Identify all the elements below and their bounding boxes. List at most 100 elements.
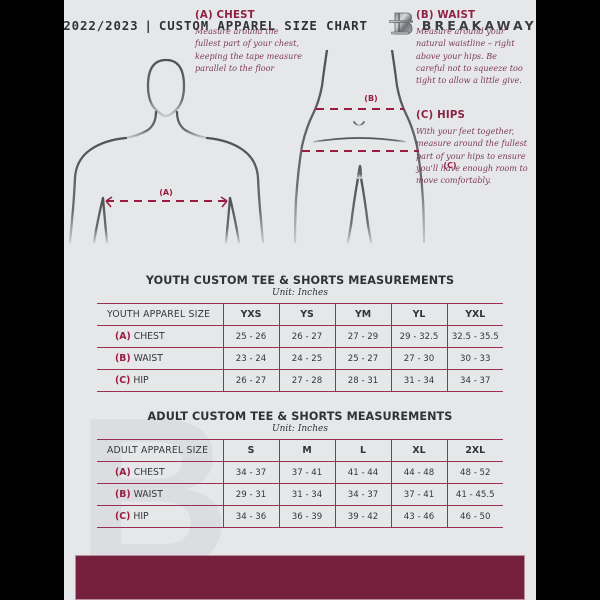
adult-cell: 44 - 48 [390, 461, 447, 484]
callout-hips-heading: (C) HIPS [416, 110, 466, 121]
youth-row-label: (C) HIP [97, 369, 223, 392]
youth-cell: 28 - 31 [334, 369, 391, 392]
adult-table-block: ADULT CUSTOM TEE & SHORTS MEASUREMENTS U… [97, 410, 503, 528]
adult-cell: 41 - 45.5 [446, 483, 503, 506]
adult-cell: 37 - 41 [278, 461, 335, 484]
adult-cell: 29 - 31 [222, 483, 279, 506]
youth-cell: 34 - 37 [446, 369, 503, 392]
youth-table-header-row: YOUTH APPAREL SIZE YXS YS YM YL YXL [97, 303, 503, 326]
adult-cell: 34 - 37 [222, 461, 279, 484]
row-tag: (B) [115, 489, 131, 500]
waist-marker-label: (B) [364, 94, 377, 103]
row-name: WAIST [133, 489, 163, 500]
table-row: (A) CHEST 34 - 37 37 - 41 41 - 44 44 - 48… [97, 461, 503, 484]
table-row: (B) WAIST 23 - 24 24 - 25 25 - 27 27 - 30… [97, 347, 503, 370]
chest-marker-label: (A) [159, 188, 173, 197]
adult-table-header-row: ADULT APPAREL SIZE S M L XL 2XL [97, 439, 503, 462]
adult-row-label: (A) CHEST [97, 461, 223, 484]
row-tag: (C) [115, 511, 131, 522]
adult-cell: 34 - 37 [334, 483, 391, 506]
youth-cell: 27 - 29 [334, 325, 391, 348]
adult-cell: 43 - 46 [390, 505, 447, 528]
youth-size-header: YXL [446, 303, 503, 326]
youth-cell: 24 - 25 [278, 347, 335, 370]
header-title: CUSTOM APPAREL SIZE CHART [158, 17, 368, 33]
callout-hips-body: With your feet together, measure around … [416, 126, 528, 186]
row-name: CHEST [133, 331, 165, 342]
upper-body-torso-icon [68, 58, 265, 244]
youth-cell: 29 - 32.5 [390, 325, 447, 348]
row-tag: (A) [115, 467, 131, 478]
youth-size-header: YM [334, 303, 391, 326]
youth-cell: 30 - 33 [446, 347, 503, 370]
page-header: 2022/2023 | CUSTOM APPAREL SIZE CHART BREA… [64, 0, 536, 50]
row-tag: (B) [115, 353, 131, 364]
youth-table-title: YOUTH CUSTOM TEE & SHORTS MEASUREMENTS [145, 274, 455, 287]
brand-wordmark: BREAKAWAY [421, 17, 536, 33]
youth-cell: 31 - 34 [390, 369, 447, 392]
youth-cell: 27 - 28 [278, 369, 335, 392]
callout-chest-body: Measure around the fullest part of your … [195, 26, 302, 73]
adult-label-header: ADULT APPAREL SIZE [97, 439, 223, 462]
youth-label-header: YOUTH APPAREL SIZE [97, 303, 223, 326]
row-tag: (C) [115, 375, 131, 386]
youth-cell: 32.5 - 35.5 [446, 325, 503, 348]
brand-logo: BREAKAWAY [388, 10, 536, 40]
youth-size-header: YS [278, 303, 335, 326]
youth-cell: 25 - 26 [222, 325, 279, 348]
adult-size-header: XL [390, 439, 447, 462]
adult-size-header: S [222, 439, 279, 462]
youth-cell: 26 - 27 [222, 369, 279, 392]
callout-chest: (A) CHEST Measure around the fullest par… [195, 10, 303, 74]
table-row: (B) WAIST 29 - 31 31 - 34 34 - 37 37 - 41… [97, 483, 503, 506]
header-season: 2022/2023 [64, 17, 139, 33]
youth-row-label: (B) WAIST [97, 347, 223, 370]
youth-size-table: YOUTH APPAREL SIZE YXS YS YM YL YXL (A) C… [97, 303, 503, 392]
hip-marker-label: (C) [443, 161, 456, 170]
youth-cell: 27 - 30 [390, 347, 447, 370]
chest-measure-line [105, 196, 228, 208]
youth-size-header: YXS [222, 303, 279, 326]
callout-waist-heading: (B) WAIST [416, 10, 476, 21]
row-name: HIP [133, 375, 149, 386]
adult-cell: 39 - 42 [334, 505, 391, 528]
youth-cell: 23 - 24 [222, 347, 279, 370]
adult-cell: 41 - 44 [334, 461, 391, 484]
adult-cell: 37 - 41 [390, 483, 447, 506]
row-name: HIP [133, 511, 149, 522]
adult-size-header: L [334, 439, 391, 462]
row-tag: (A) [115, 331, 131, 342]
table-row: (A) CHEST 25 - 26 26 - 27 27 - 29 29 - 32… [97, 325, 503, 348]
adult-cell: 34 - 36 [222, 505, 279, 528]
youth-cell: 25 - 27 [334, 347, 391, 370]
adult-table-title: ADULT CUSTOM TEE & SHORTS MEASUREMENTS [147, 410, 453, 423]
size-chart-page: B 2022/2023 | CUSTOM APPAREL SIZE CHART [64, 0, 536, 600]
adult-row-label: (B) WAIST [97, 483, 223, 506]
adult-cell: 31 - 34 [278, 483, 335, 506]
breakaway-b-monogram-icon [389, 12, 413, 35]
youth-size-header: YL [390, 303, 447, 326]
adult-size-table: ADULT APPAREL SIZE S M L XL 2XL (A) CHEST… [97, 439, 503, 528]
adult-cell: 36 - 39 [278, 505, 335, 528]
adult-cell: 48 - 52 [446, 461, 503, 484]
adult-table-unit: Unit: Inches [272, 424, 328, 434]
callout-waist: (B) WAIST Measure around your natural wa… [416, 10, 528, 86]
youth-table-block: YOUTH CUSTOM TEE & SHORTS MEASUREMENTS U… [97, 274, 503, 392]
footer-bar [75, 555, 525, 600]
adult-row-label: (C) HIP [97, 505, 223, 528]
callout-waist-body: Measure around your natural waistline – … [416, 26, 523, 86]
callout-chest-heading: (A) CHEST [195, 10, 255, 21]
header-title-group: 2022/2023 | CUSTOM APPAREL SIZE CHART [64, 18, 368, 33]
callout-hips: (C) HIPS With your feet together, measur… [416, 110, 528, 186]
adult-cell: 46 - 50 [446, 505, 503, 528]
header-separator: | [144, 17, 153, 33]
table-row: (C) HIP 34 - 36 36 - 39 39 - 42 43 - 46 4… [97, 505, 503, 528]
table-row: (C) HIP 26 - 27 27 - 28 28 - 31 31 - 34 3… [97, 369, 503, 392]
youth-row-label: (A) CHEST [97, 325, 223, 348]
adult-size-header: M [278, 439, 335, 462]
youth-cell: 26 - 27 [278, 325, 335, 348]
row-name: WAIST [133, 353, 163, 364]
lower-body-hips-icon [293, 50, 426, 244]
measurement-figures: (A) (B) [64, 50, 536, 265]
row-name: CHEST [133, 467, 165, 478]
